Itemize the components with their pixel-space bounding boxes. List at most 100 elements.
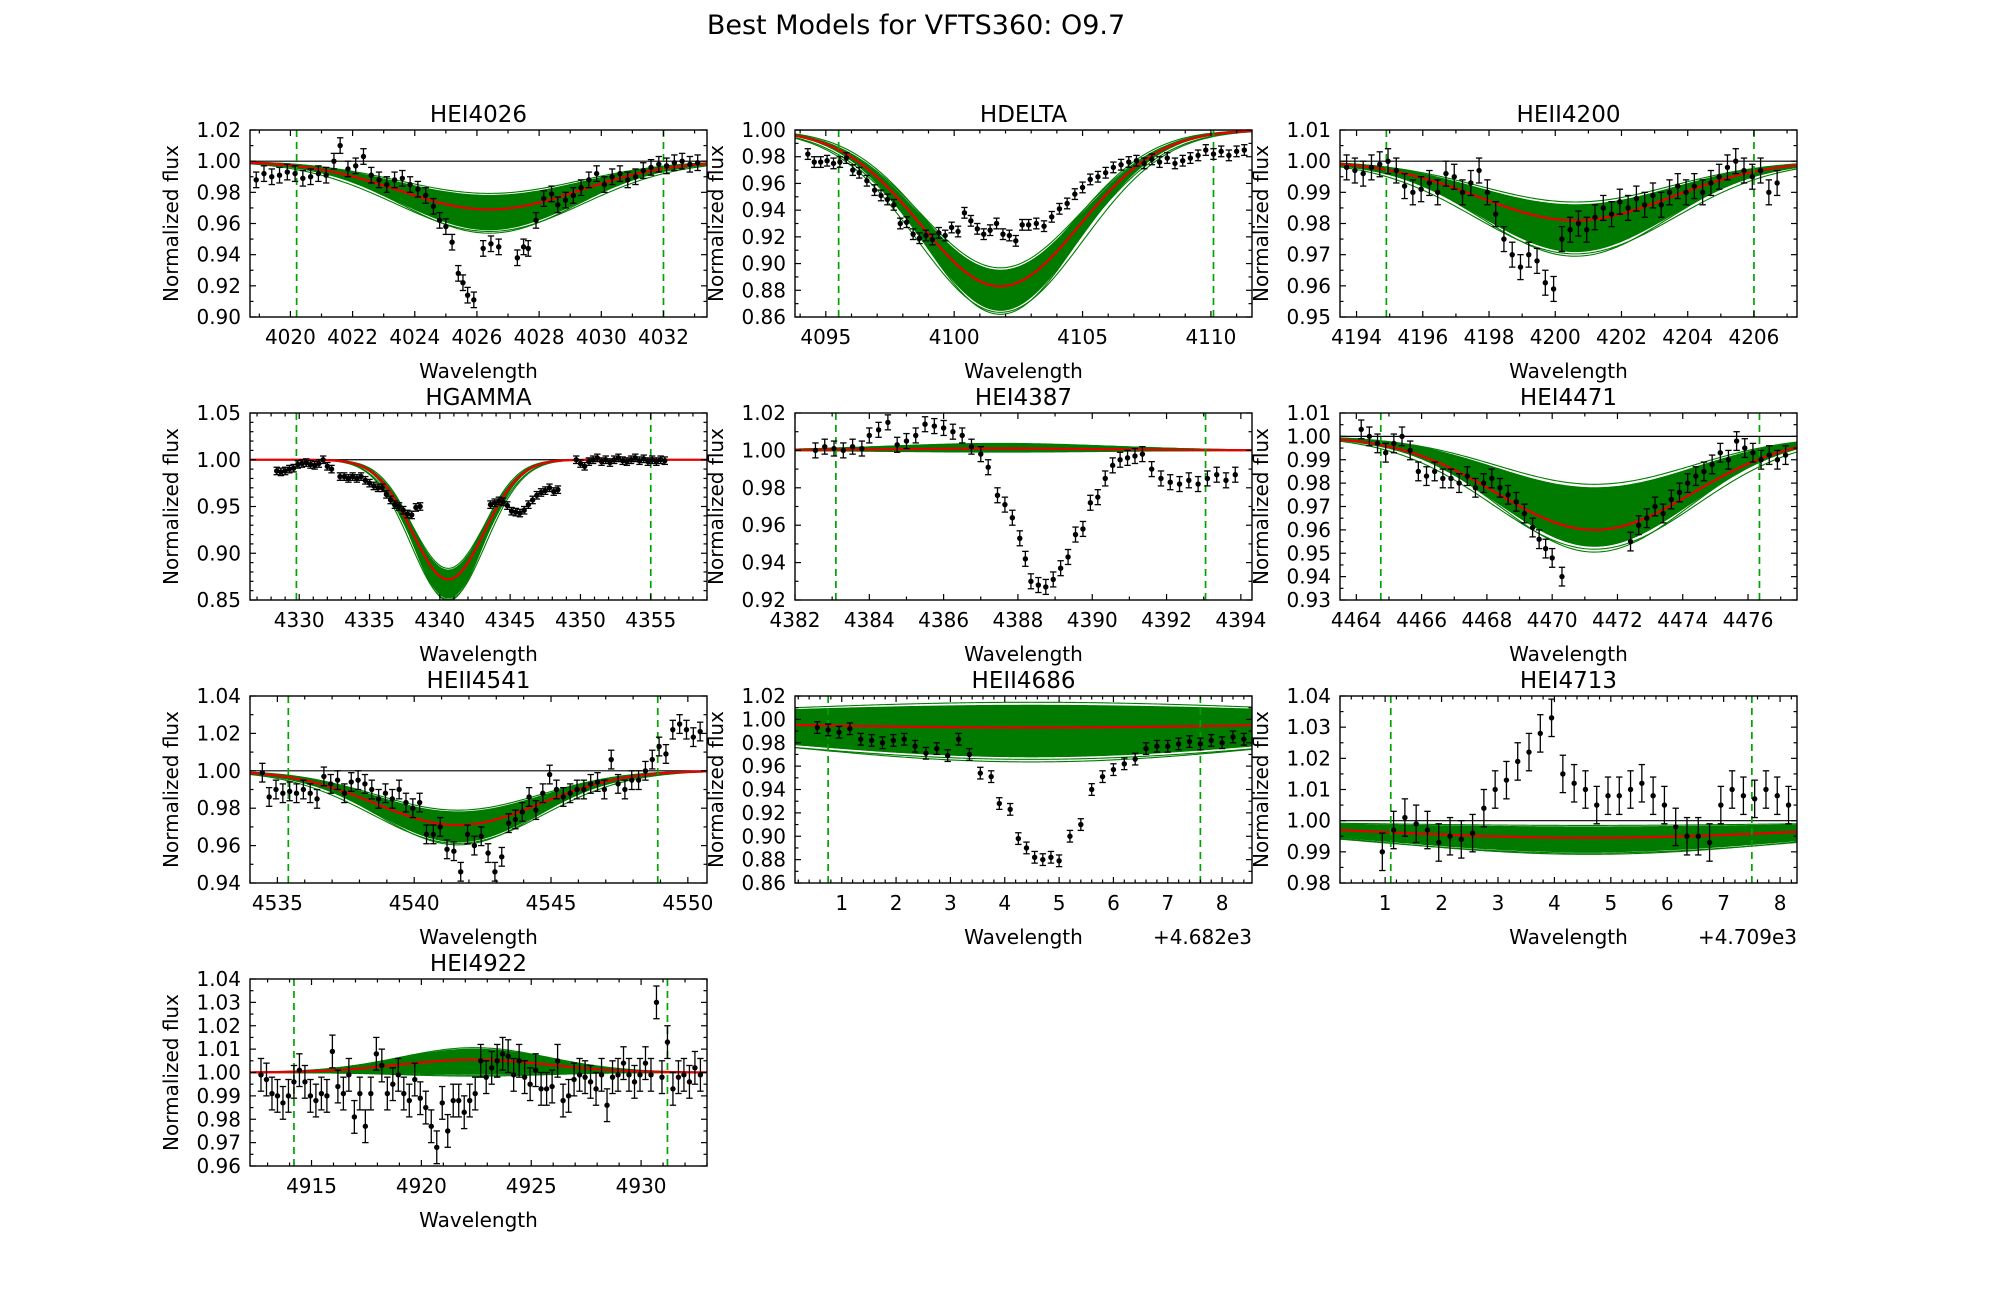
data-point bbox=[368, 1090, 374, 1097]
data-point bbox=[1492, 211, 1499, 217]
data-point bbox=[258, 1072, 264, 1078]
data-point bbox=[879, 740, 886, 746]
data-point bbox=[444, 846, 450, 853]
x-tick-label: 1 bbox=[835, 891, 848, 915]
data-point bbox=[663, 751, 669, 757]
x-tick-label: 7 bbox=[1717, 891, 1730, 915]
data-point bbox=[410, 805, 416, 811]
data-point bbox=[1102, 170, 1109, 176]
data-point bbox=[1584, 227, 1590, 233]
plot-frame bbox=[1339, 695, 1798, 884]
data-point bbox=[1358, 426, 1364, 433]
data-point bbox=[1019, 222, 1025, 228]
data-point bbox=[837, 159, 843, 165]
data-point bbox=[485, 850, 491, 856]
data-point bbox=[1041, 223, 1047, 229]
data-point bbox=[620, 1060, 627, 1066]
data-point bbox=[313, 1097, 319, 1104]
x-tick-label: 3 bbox=[1492, 891, 1505, 915]
data-point bbox=[521, 1074, 528, 1080]
data-point bbox=[1013, 238, 1019, 244]
data-point bbox=[351, 1114, 358, 1120]
data-point bbox=[1165, 743, 1171, 749]
data-point bbox=[1230, 734, 1236, 740]
data-point bbox=[553, 786, 560, 793]
data-point bbox=[369, 786, 375, 793]
x-tick-label: 4550 bbox=[662, 891, 713, 915]
data-point bbox=[1605, 793, 1611, 799]
y-tick-label: 0.99 bbox=[1286, 180, 1331, 204]
data-point bbox=[1733, 438, 1740, 444]
data-point bbox=[642, 1060, 649, 1066]
data-point bbox=[694, 160, 701, 166]
data-point bbox=[1431, 468, 1438, 475]
model-line bbox=[1340, 164, 1797, 246]
data-point bbox=[274, 468, 280, 474]
data-point bbox=[1057, 565, 1064, 571]
data-point bbox=[1684, 480, 1691, 486]
data-point bbox=[619, 457, 626, 464]
data-point bbox=[1699, 189, 1706, 196]
data-point bbox=[656, 161, 662, 167]
x-tick-label: 4 bbox=[998, 891, 1011, 915]
data-point bbox=[307, 790, 313, 796]
data-point bbox=[253, 177, 259, 183]
data-point bbox=[981, 231, 987, 237]
data-point bbox=[1472, 485, 1479, 491]
data-point bbox=[1117, 457, 1123, 463]
data-point bbox=[458, 869, 464, 875]
data-point bbox=[966, 751, 973, 758]
data-point bbox=[978, 451, 984, 457]
y-tick-label: 0.90 bbox=[196, 541, 241, 565]
data-point bbox=[409, 512, 415, 518]
x-axis-label: Wavelength bbox=[419, 1208, 538, 1232]
data-point bbox=[471, 297, 477, 303]
data-point bbox=[430, 203, 437, 210]
data-point bbox=[400, 507, 406, 513]
data-point bbox=[395, 1072, 402, 1078]
data-point bbox=[681, 1072, 687, 1078]
data-point bbox=[1126, 159, 1132, 165]
data-point bbox=[1218, 148, 1224, 155]
data-point bbox=[1095, 494, 1101, 500]
data-point bbox=[581, 786, 587, 793]
data-point bbox=[1035, 582, 1042, 588]
x-tick-label: 4105 bbox=[1057, 325, 1108, 349]
data-point bbox=[500, 499, 506, 505]
data-point bbox=[1374, 440, 1381, 447]
y-tick-label: 1.04 bbox=[1286, 684, 1331, 708]
data-point bbox=[477, 1058, 484, 1064]
x-tick-label: 4476 bbox=[1723, 608, 1774, 632]
data-point bbox=[1095, 174, 1101, 180]
data-point bbox=[499, 1051, 506, 1057]
plot-area bbox=[250, 979, 707, 1166]
data-point bbox=[890, 737, 897, 744]
model-line bbox=[1340, 438, 1797, 512]
data-point bbox=[1492, 786, 1498, 793]
data-point bbox=[1158, 475, 1164, 482]
data-point bbox=[1102, 475, 1108, 482]
x-tick-label: 4392 bbox=[1141, 608, 1192, 632]
data-point bbox=[1017, 535, 1023, 541]
data-point bbox=[1559, 573, 1565, 580]
data-point bbox=[488, 1065, 495, 1071]
data-point bbox=[1666, 189, 1673, 196]
data-point bbox=[578, 184, 584, 191]
data-point bbox=[805, 151, 811, 157]
data-point bbox=[340, 1090, 347, 1097]
data-point bbox=[866, 432, 873, 439]
data-point bbox=[1521, 510, 1528, 517]
x-tick-label: 5 bbox=[1053, 891, 1066, 915]
model-line bbox=[795, 130, 1252, 271]
y-tick-label: 1.01 bbox=[1286, 401, 1331, 425]
data-point bbox=[512, 816, 519, 823]
model-line bbox=[1340, 837, 1797, 855]
y-tick-label: 1.02 bbox=[741, 401, 786, 425]
data-point bbox=[1695, 833, 1701, 839]
data-point bbox=[640, 167, 646, 174]
x-tick-label: 4466 bbox=[1396, 608, 1447, 632]
data-point bbox=[1625, 205, 1631, 211]
data-point bbox=[445, 1128, 451, 1134]
data-point bbox=[464, 831, 471, 838]
y-tick-label: 0.96 bbox=[196, 1154, 241, 1178]
